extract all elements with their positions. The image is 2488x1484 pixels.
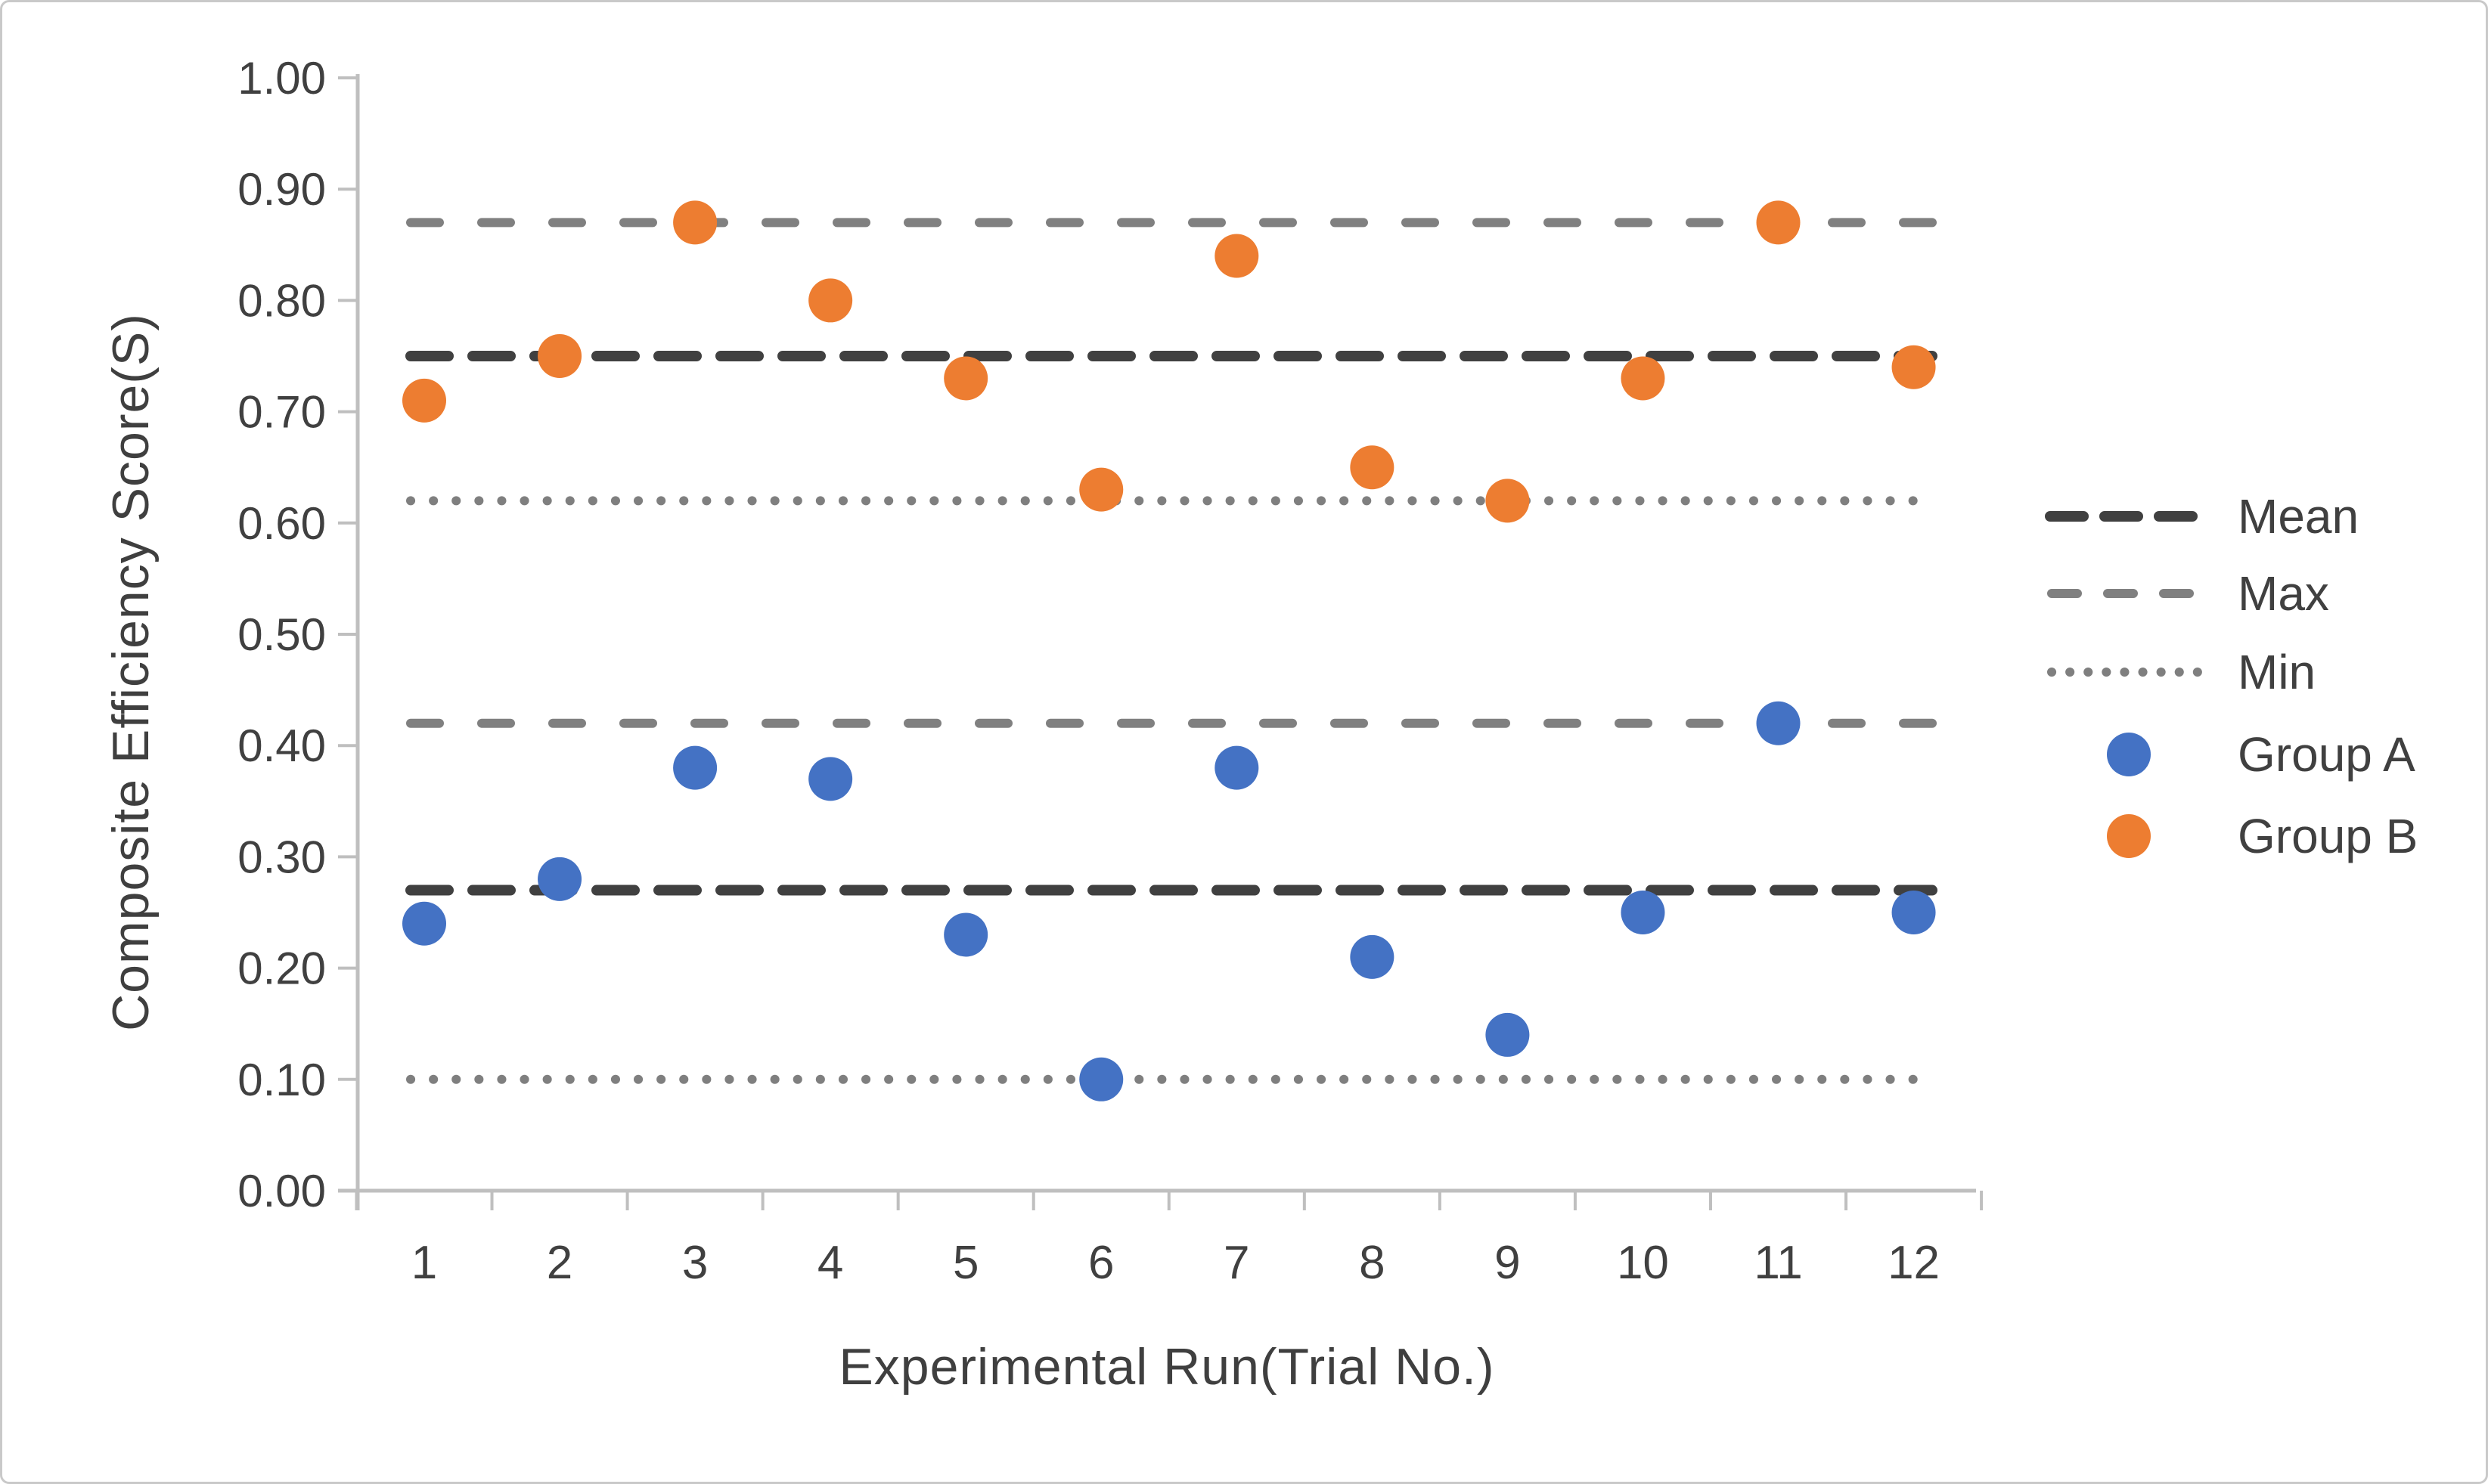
x-tick-label: 5 (953, 1237, 979, 1289)
x-tick-label: 4 (817, 1237, 843, 1289)
x-tick-label: 12 (1888, 1237, 1940, 1289)
data-point-group-a-trial-7 (1215, 745, 1259, 790)
data-point-group-b-trial-2 (538, 334, 582, 378)
legend-item-group-b: Group B (2044, 804, 2418, 868)
mean-line-swatch-icon (2045, 511, 2217, 522)
x-tick-label: 9 (1494, 1237, 1520, 1289)
x-tick-label: 7 (1224, 1237, 1249, 1289)
legend-label-group-a: Group A (2238, 727, 2415, 782)
legend-item-group-a: Group A (2044, 723, 2415, 786)
data-point-group-a-trial-5 (944, 912, 988, 957)
x-axis-title: Experimental Run(Trial No.) (839, 1338, 1495, 1396)
y-tick-label: 0.40 (237, 720, 326, 771)
y-tick-label: 0.10 (237, 1055, 326, 1105)
data-point-group-b-trial-4 (808, 278, 853, 323)
data-point-group-a-trial-12 (1891, 891, 1936, 934)
x-tick-label: 2 (547, 1237, 572, 1289)
legend-label-max: Max (2238, 566, 2329, 621)
legend-item-min: Min (2044, 640, 2316, 704)
data-point-group-b-trial-9 (1485, 479, 1530, 523)
x-tick-label: 3 (682, 1237, 708, 1289)
data-point-group-a-trial-2 (538, 857, 582, 901)
data-point-group-a-trial-8 (1350, 934, 1394, 979)
data-point-group-a-trial-11 (1756, 701, 1801, 745)
y-tick-label: 0.90 (237, 164, 326, 215)
legend-label-mean: Mean (2238, 489, 2359, 544)
legend-label-min: Min (2238, 645, 2316, 699)
y-tick-label: 0.80 (237, 275, 326, 326)
y-tick-label: 0.00 (237, 1166, 326, 1216)
data-point-group-b-trial-3 (673, 200, 718, 245)
data-point-group-b-trial-7 (1215, 234, 1259, 278)
group-a-dot-swatch-icon (2107, 733, 2151, 776)
data-point-group-b-trial-5 (944, 356, 988, 401)
x-tick-label: 10 (1617, 1237, 1669, 1289)
y-tick-label: 1.00 (237, 53, 326, 104)
data-point-group-a-trial-10 (1621, 891, 1665, 934)
y-axis-title: Composite Efficiency Score(S) (102, 313, 160, 1031)
min-line-swatch-icon (2047, 668, 2215, 677)
legend-item-mean: Mean (2044, 485, 2359, 548)
data-point-group-b-trial-8 (1350, 445, 1394, 490)
legend-label-group-b: Group B (2238, 809, 2418, 863)
y-tick-label: 0.20 (237, 943, 326, 994)
legend-item-max: Max (2044, 562, 2329, 625)
data-point-group-a-trial-6 (1079, 1057, 1124, 1101)
legend: Mean Max Min Group A Group B (2044, 2, 2468, 1482)
data-point-group-b-trial-1 (402, 378, 446, 423)
data-point-group-a-trial-4 (808, 757, 853, 801)
x-tick-label: 1 (411, 1237, 437, 1289)
data-point-group-b-trial-11 (1756, 200, 1801, 245)
data-point-group-a-trial-3 (673, 745, 718, 790)
group-b-dot-swatch-icon (2107, 814, 2151, 858)
data-point-group-b-trial-10 (1621, 356, 1665, 401)
y-tick-label: 0.50 (237, 609, 326, 660)
y-tick-label: 0.30 (237, 832, 326, 882)
y-tick-label: 0.60 (237, 498, 326, 549)
data-point-group-a-trial-1 (402, 901, 446, 946)
data-point-group-b-trial-12 (1891, 345, 1936, 389)
x-tick-label: 6 (1088, 1237, 1114, 1289)
x-tick-label: 11 (1754, 1237, 1802, 1289)
data-point-group-b-trial-6 (1079, 467, 1124, 512)
x-tick-label: 8 (1359, 1237, 1385, 1289)
data-point-group-a-trial-9 (1485, 1012, 1530, 1057)
y-tick-label: 0.70 (237, 387, 326, 438)
max-line-swatch-icon (2047, 589, 2215, 598)
